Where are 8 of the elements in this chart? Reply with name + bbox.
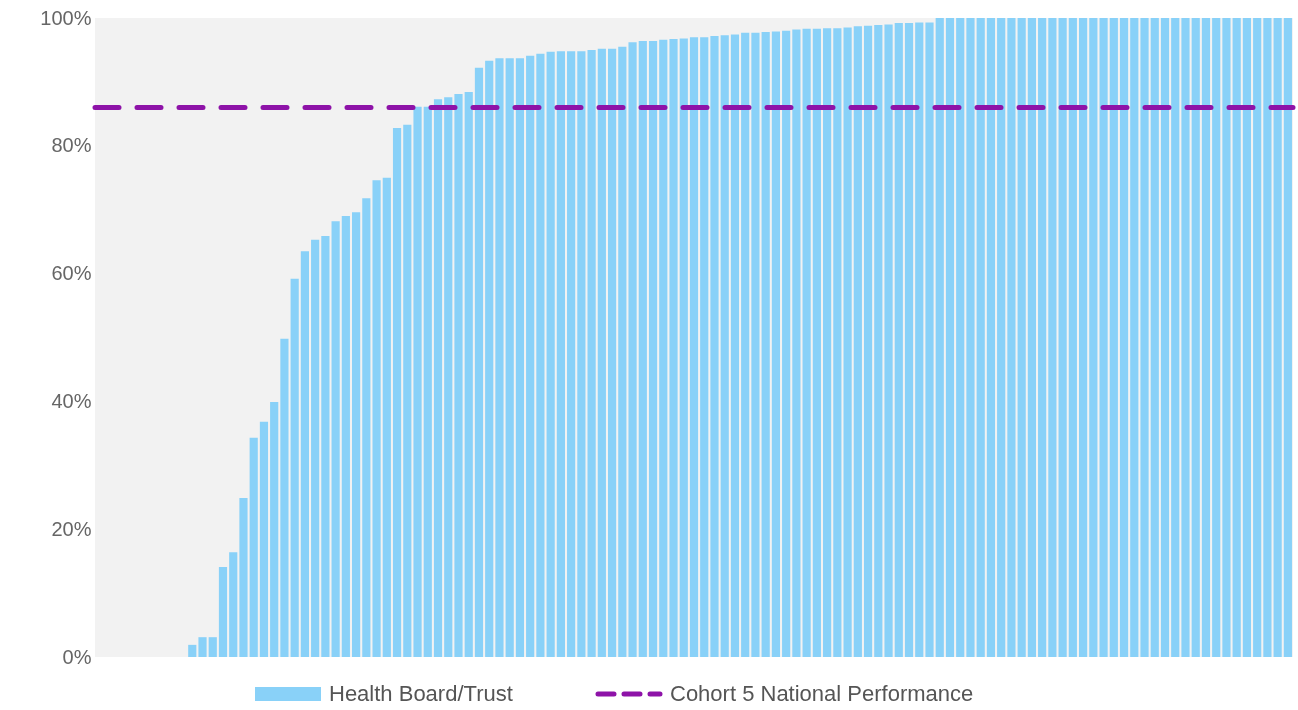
legend-label: Cohort 5 National Performance	[670, 681, 974, 706]
y-tick-label: 40%	[51, 389, 92, 412]
y-tick-label: 0%	[62, 645, 92, 668]
y-tick-label: 60%	[51, 262, 92, 285]
y-tick-label: 20%	[51, 517, 92, 540]
legend-label: Health Board/Trust	[329, 681, 513, 706]
y-tick-label: 100%	[40, 6, 92, 29]
y-tick-label: 80%	[51, 134, 92, 157]
